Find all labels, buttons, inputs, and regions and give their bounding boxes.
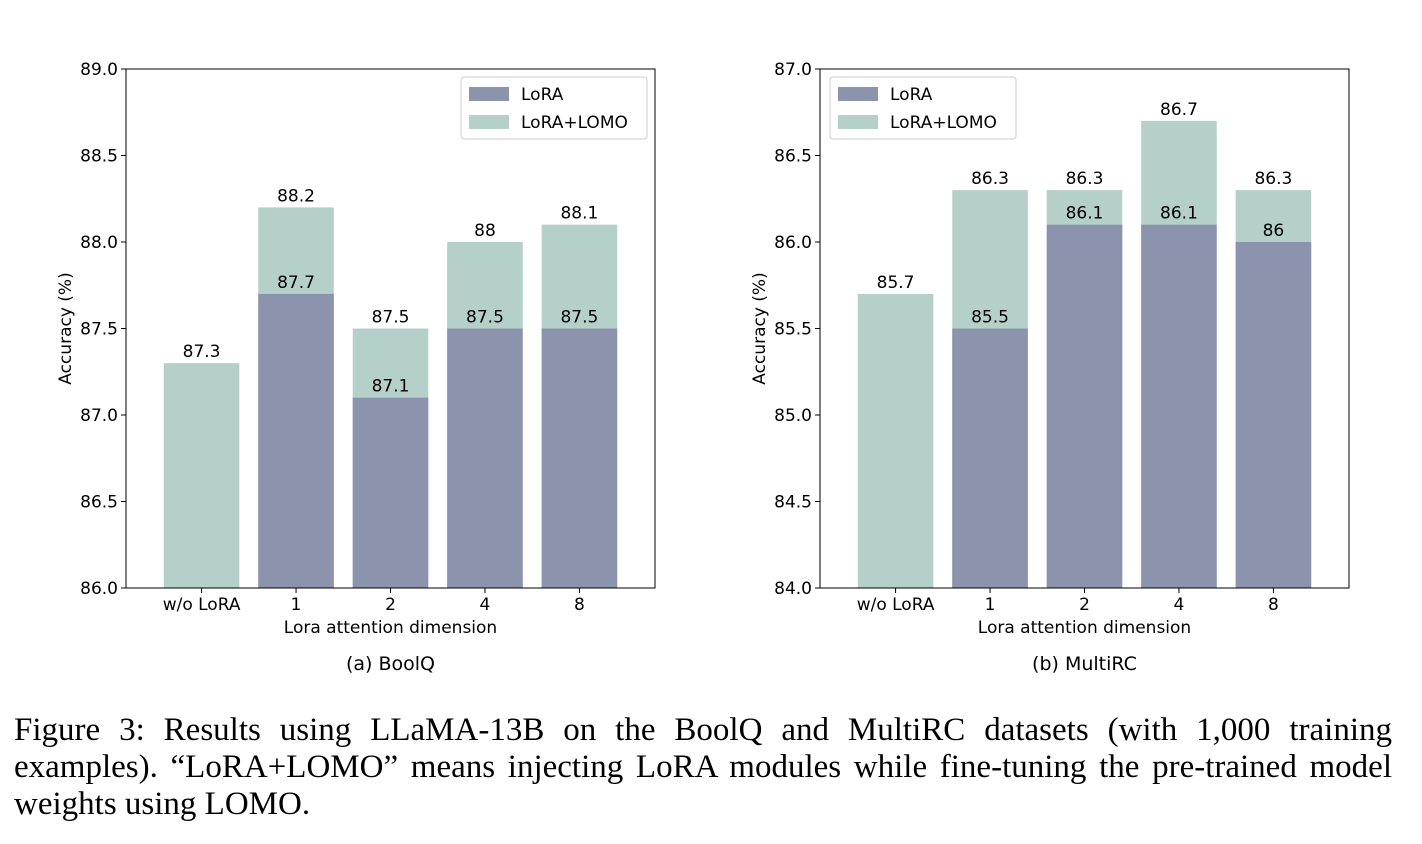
multirc-xtick-label: 2 (1079, 595, 1090, 615)
multirc-ytick-label: 84.5 (774, 493, 812, 513)
boolq-xtick-label: 1 (291, 595, 302, 615)
boolq-legend-label-lora: LoRA (521, 85, 564, 105)
boolq-ytick-label: 86.0 (80, 579, 118, 599)
boolq-xtick-label: 2 (385, 595, 396, 615)
multirc-bar-lora-lomo-0 (857, 293, 934, 588)
boolq-data-label-lora-lomo-0: 87.3 (183, 342, 221, 362)
boolq-ytick-label: 88.0 (80, 233, 118, 253)
boolq-bar-lora-1 (258, 293, 334, 588)
boolq-bar-lora-2 (352, 397, 429, 588)
boolq-data-label-lora-2: 87.1 (372, 377, 410, 397)
multirc-xtick-label: 8 (1268, 595, 1279, 615)
multirc-ytick-label: 86.0 (774, 233, 812, 253)
multirc-y-axis-label: Accuracy (%) (750, 272, 770, 384)
multirc-data-label-lora-lomo-2: 86.3 (1066, 169, 1104, 189)
multirc-legend-label-lora-lomo: LoRA+LOMO (890, 113, 997, 133)
multirc-data-label-lora-3: 86.1 (1160, 204, 1198, 224)
multirc-legend-label-lora: LoRA (890, 85, 933, 105)
boolq-data-label-lora-1: 87.7 (277, 273, 315, 293)
multirc-subplot-title: (b) MultiRC (1032, 653, 1137, 675)
multirc-bar-lora-2 (1046, 224, 1123, 588)
multirc-data-label-lora-4: 86 (1263, 221, 1285, 241)
multirc-legend-swatch-lora-lomo (838, 115, 878, 129)
boolq-data-label-lora-lomo-4: 88.1 (560, 204, 598, 224)
multirc-ytick-label: 86.5 (774, 147, 812, 167)
boolq-xtick-label: w/o LoRA (163, 595, 241, 615)
boolq-data-label-lora-3: 87.5 (466, 308, 504, 328)
boolq-x-axis-label: Lora attention dimension (284, 618, 497, 638)
multirc-ytick-label: 87.0 (774, 60, 812, 80)
boolq-bar-lora-4 (541, 328, 618, 588)
multirc-x-axis-label: Lora attention dimension (978, 618, 1191, 638)
boolq-bar-lora-lomo-0 (163, 363, 240, 588)
boolq-legend-swatch-lora-lomo (469, 115, 509, 129)
boolq-ytick-label: 88.5 (80, 147, 118, 167)
multirc-ytick-label: 85.0 (774, 406, 812, 426)
boolq-ytick-label: 87.0 (80, 406, 118, 426)
boolq-legend-label-lora-lomo: LoRA+LOMO (521, 113, 628, 133)
multirc-ytick-label: 84.0 (774, 579, 812, 599)
multirc-data-label-lora-2: 86.1 (1066, 204, 1104, 224)
multirc-bar-lora-4 (1235, 242, 1312, 588)
boolq-xtick-label: 4 (480, 595, 491, 615)
boolq-ytick-label: 89.0 (80, 60, 118, 80)
boolq-subplot-title: (a) BoolQ (346, 653, 435, 675)
boolq-data-label-lora-lomo-1: 88.2 (277, 186, 315, 206)
figure: 86.0 86.5 87.0 87.5 88.0 88.5 89.0 w/o LoRA 1 2 4 8… (56, 60, 1350, 675)
multirc-xtick-label: 1 (985, 595, 996, 615)
multirc-bar-lora-1 (952, 328, 1028, 588)
multirc-data-label-lora-lomo-0: 85.7 (877, 273, 915, 293)
boolq-legend-swatch-lora (469, 87, 509, 101)
multirc-bar-lora-3 (1141, 224, 1217, 588)
multirc-xtick-label: 4 (1174, 595, 1185, 615)
boolq-data-label-lora-4: 87.5 (560, 308, 598, 328)
multirc-data-label-lora-1: 85.5 (971, 308, 1009, 328)
figure-caption: Figure 3: Results using LLaMA-13B on the… (14, 712, 1392, 822)
boolq-xtick-label: 8 (574, 595, 585, 615)
boolq-bar-lora-3 (447, 328, 523, 588)
multirc-data-label-lora-lomo-3: 86.7 (1160, 100, 1198, 120)
boolq-ytick-label: 86.5 (80, 493, 118, 513)
multirc-data-label-lora-lomo-1: 86.3 (971, 169, 1009, 189)
boolq-data-label-lora-lomo-2: 87.5 (372, 308, 410, 328)
multirc-legend-swatch-lora (838, 87, 878, 101)
boolq-y-axis-label: Accuracy (%) (56, 272, 76, 384)
boolq-data-label-lora-lomo-3: 88 (474, 221, 496, 241)
multirc-xtick-label: w/o LoRA (857, 595, 935, 615)
multirc-ytick-label: 85.5 (774, 320, 812, 340)
boolq-ytick-label: 87.5 (80, 320, 118, 340)
multirc-data-label-lora-lomo-4: 86.3 (1254, 169, 1292, 189)
